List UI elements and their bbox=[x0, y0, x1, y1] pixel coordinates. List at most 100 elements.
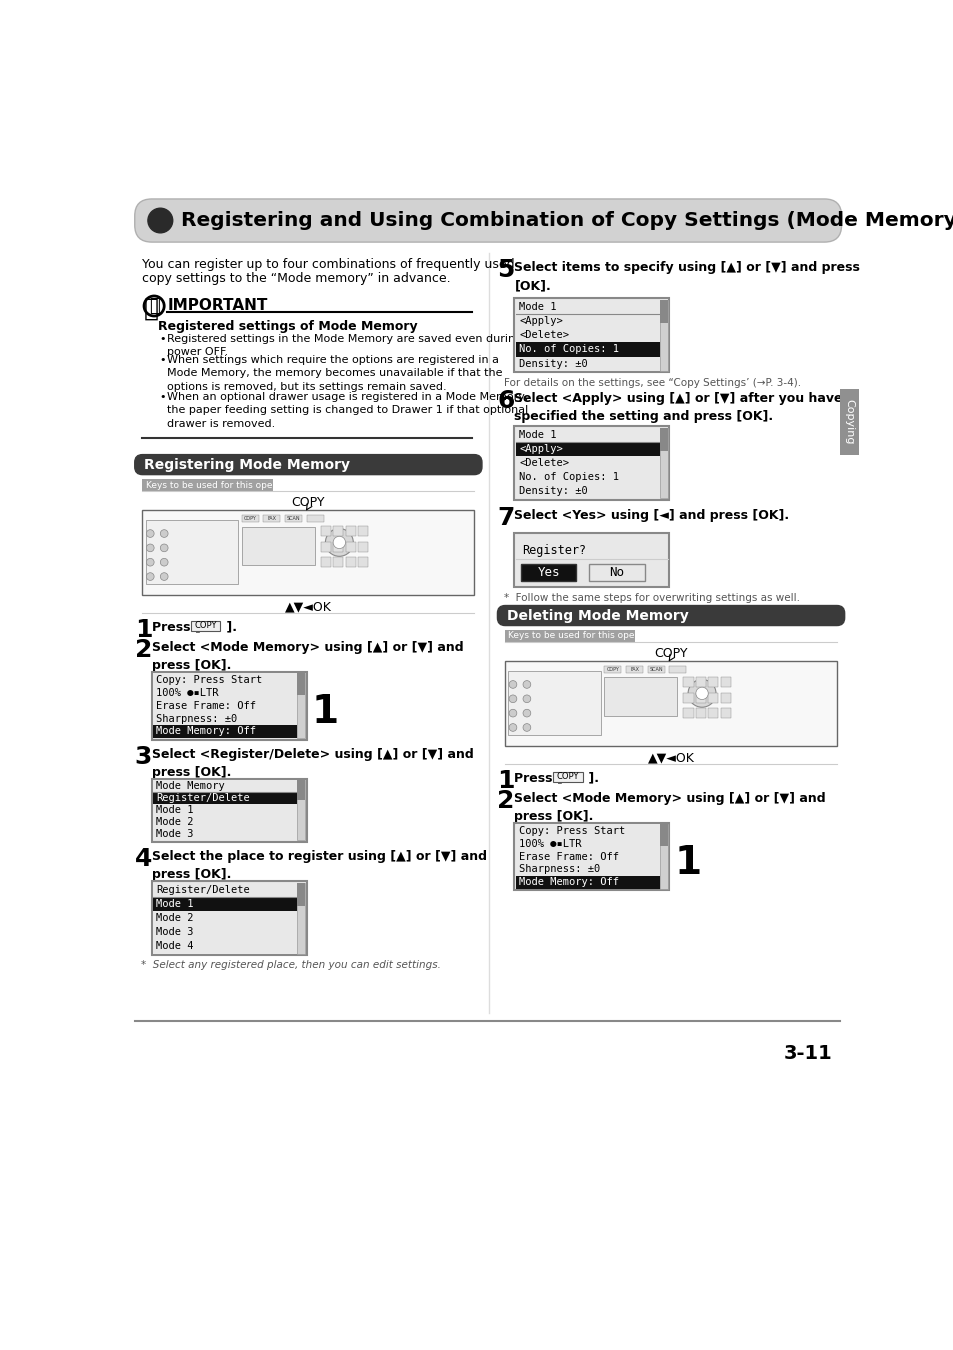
Circle shape bbox=[509, 680, 517, 688]
Bar bbox=[516, 825, 659, 837]
Text: 1: 1 bbox=[134, 618, 152, 641]
Text: No. of Copies: 1: No. of Copies: 1 bbox=[518, 472, 618, 482]
Bar bbox=[153, 925, 297, 940]
Text: Sharpness: ±0: Sharpness: ±0 bbox=[156, 714, 237, 724]
Text: Select items to specify using [▲] or [▼] and press
[OK].: Select items to specify using [▲] or [▼]… bbox=[514, 262, 860, 293]
Text: For details on the settings, see “Copy Settings’ (→P. 3-4).: For details on the settings, see “Copy S… bbox=[503, 378, 800, 387]
Bar bbox=[505, 662, 836, 745]
Bar bbox=[659, 300, 667, 371]
Text: ▲▼◄OK: ▲▼◄OK bbox=[647, 752, 694, 765]
Text: Register/Delete: Register/Delete bbox=[156, 794, 250, 803]
Bar bbox=[333, 558, 343, 567]
Bar bbox=[505, 630, 635, 641]
Bar bbox=[357, 558, 368, 567]
Bar bbox=[707, 709, 718, 718]
Text: SCAN: SCAN bbox=[649, 667, 662, 672]
Bar bbox=[153, 896, 297, 911]
Bar bbox=[153, 792, 297, 805]
Bar bbox=[707, 693, 718, 703]
Bar bbox=[695, 709, 705, 718]
Bar bbox=[153, 674, 297, 686]
Text: ].: ]. bbox=[583, 772, 598, 784]
Text: <Apply>: <Apply> bbox=[518, 316, 562, 327]
Bar bbox=[142, 510, 474, 595]
Text: <Apply>: <Apply> bbox=[518, 444, 562, 454]
Text: Copy: Press Start: Copy: Press Start bbox=[156, 675, 262, 684]
Text: Mode Memory: Mode Memory bbox=[156, 782, 225, 791]
Circle shape bbox=[522, 695, 530, 702]
Text: Mode 2: Mode 2 bbox=[156, 817, 193, 828]
Text: COPY: COPY bbox=[193, 621, 216, 630]
Bar bbox=[514, 298, 669, 373]
Bar bbox=[320, 541, 331, 552]
Bar bbox=[659, 428, 667, 498]
Circle shape bbox=[325, 529, 353, 556]
Text: Mode 4: Mode 4 bbox=[156, 941, 193, 952]
Text: 2: 2 bbox=[497, 788, 515, 813]
Bar bbox=[152, 672, 307, 740]
Bar bbox=[153, 883, 297, 896]
Text: ].: ]. bbox=[221, 621, 236, 634]
Text: 1: 1 bbox=[497, 768, 515, 792]
Bar bbox=[695, 678, 705, 687]
Text: •: • bbox=[159, 355, 166, 366]
Circle shape bbox=[522, 724, 530, 732]
Text: Register/Delete: Register/Delete bbox=[156, 884, 250, 895]
Text: Select <Mode Memory> using [▲] or [▼] and
press [OK].: Select <Mode Memory> using [▲] or [▼] an… bbox=[152, 641, 463, 672]
Bar bbox=[297, 780, 305, 840]
Bar bbox=[720, 693, 730, 703]
Text: FAX: FAX bbox=[629, 667, 639, 672]
Text: Select <Yes> using [◄] and press [OK].: Select <Yes> using [◄] and press [OK]. bbox=[514, 509, 789, 522]
Bar bbox=[516, 850, 659, 863]
Bar bbox=[514, 822, 669, 891]
Text: FAX: FAX bbox=[267, 516, 276, 521]
Text: Mode 2: Mode 2 bbox=[156, 913, 193, 923]
Text: Mode 1: Mode 1 bbox=[156, 806, 193, 815]
Bar bbox=[285, 514, 302, 522]
Bar bbox=[320, 526, 331, 536]
Text: Register?: Register? bbox=[521, 544, 586, 558]
Text: Erase Frame: Off: Erase Frame: Off bbox=[518, 852, 618, 861]
Bar bbox=[153, 780, 297, 792]
Text: Mode Memory: Off: Mode Memory: Off bbox=[518, 878, 618, 887]
Bar bbox=[682, 678, 693, 687]
Bar bbox=[241, 526, 314, 564]
Text: Registered settings of Mode Memory: Registered settings of Mode Memory bbox=[158, 320, 417, 333]
Bar bbox=[659, 825, 667, 888]
Text: No. of Copies: 1: No. of Copies: 1 bbox=[518, 344, 618, 355]
Circle shape bbox=[522, 680, 530, 688]
Circle shape bbox=[333, 536, 345, 548]
Text: *  Select any registered place, then you can edit settings.: * Select any registered place, then you … bbox=[141, 960, 440, 971]
Text: COPY: COPY bbox=[654, 647, 687, 660]
Bar bbox=[516, 356, 659, 371]
Bar bbox=[682, 693, 693, 703]
Circle shape bbox=[687, 679, 716, 707]
Bar bbox=[345, 526, 355, 536]
Bar bbox=[153, 817, 297, 829]
Text: Mode Memory: Off: Mode Memory: Off bbox=[156, 726, 256, 737]
Bar bbox=[647, 666, 664, 674]
Text: Registering Mode Memory: Registering Mode Memory bbox=[144, 458, 350, 471]
Bar bbox=[682, 709, 693, 718]
Bar bbox=[153, 805, 297, 817]
Bar bbox=[695, 693, 705, 703]
Text: SCAN: SCAN bbox=[287, 516, 300, 521]
Bar bbox=[297, 883, 305, 906]
Bar bbox=[306, 514, 323, 522]
Bar bbox=[152, 882, 307, 954]
Bar bbox=[357, 541, 368, 552]
Text: Erase Frame: Off: Erase Frame: Off bbox=[156, 701, 256, 710]
Bar bbox=[345, 558, 355, 567]
Text: Copying: Copying bbox=[843, 400, 853, 444]
Circle shape bbox=[509, 724, 517, 732]
Bar bbox=[263, 514, 280, 522]
Bar bbox=[333, 541, 343, 552]
Bar bbox=[297, 674, 305, 695]
FancyBboxPatch shape bbox=[134, 455, 481, 475]
Text: ✋: ✋ bbox=[149, 297, 159, 315]
Text: •: • bbox=[159, 333, 166, 344]
Text: Select the place to register using [▲] or [▼] and
press [OK].: Select the place to register using [▲] o… bbox=[152, 850, 486, 882]
Text: Copy: Press Start: Copy: Press Start bbox=[518, 826, 625, 836]
Bar bbox=[669, 666, 686, 674]
Text: Yes: Yes bbox=[537, 566, 559, 579]
